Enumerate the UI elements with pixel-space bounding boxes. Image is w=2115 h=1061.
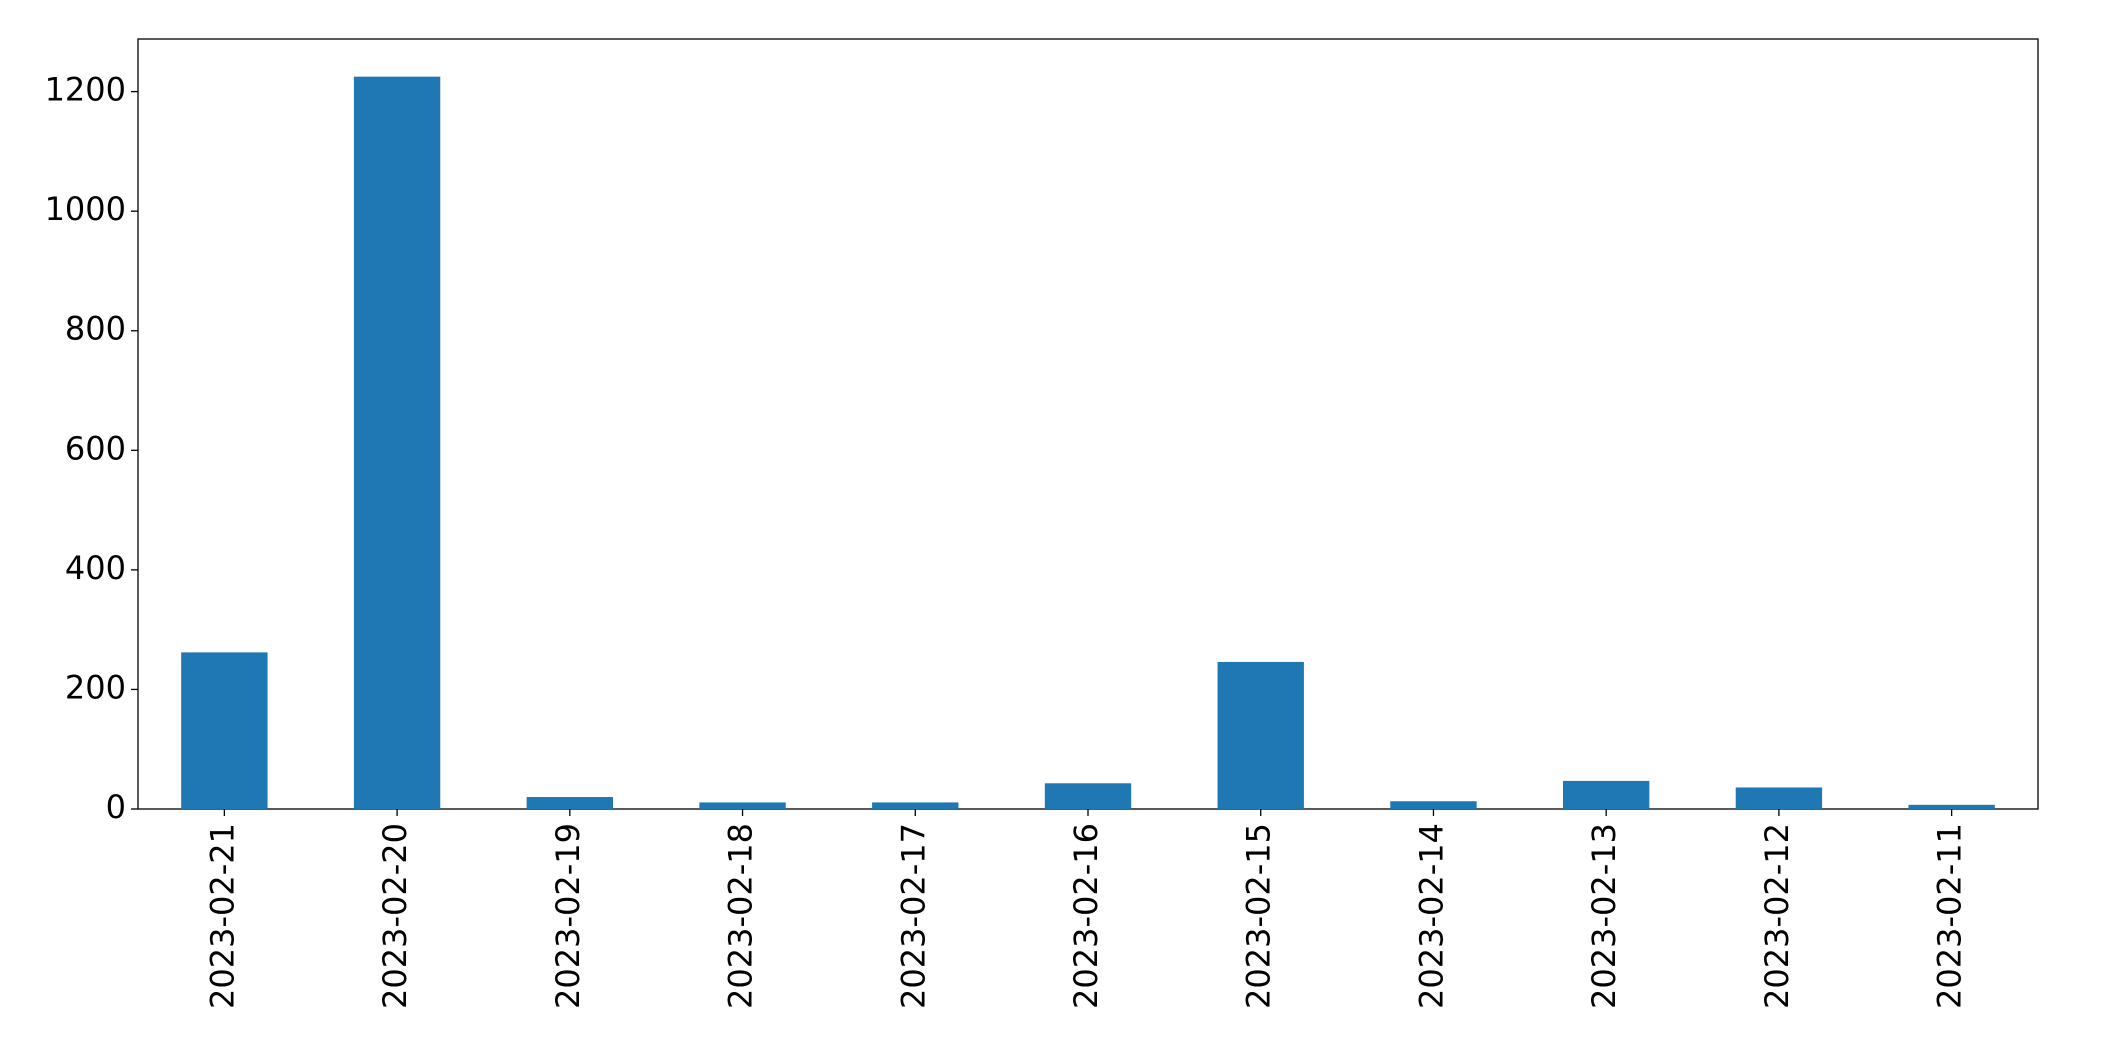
bar — [1563, 780, 1650, 809]
x-tick-label: 2023-02-14 — [1412, 823, 1450, 1009]
x-tick-label: 2023-02-12 — [1758, 823, 1796, 1009]
y-tick-label: 800 — [65, 310, 126, 348]
x-tick-label: 2023-02-16 — [1067, 823, 1105, 1009]
bar — [353, 76, 441, 810]
x-tick-label: 2023-02-21 — [203, 823, 241, 1009]
bar — [1908, 804, 1995, 809]
bar — [1044, 783, 1132, 809]
x-tick-label: 2023-02-15 — [1240, 823, 1278, 1009]
bar — [699, 802, 786, 809]
y-tick-label: 0 — [106, 788, 126, 826]
y-tick-label: 1200 — [45, 71, 126, 109]
x-tick-label: 2023-02-13 — [1585, 823, 1623, 1009]
bar — [872, 802, 959, 809]
x-tick-label: 2023-02-11 — [1931, 823, 1969, 1009]
y-tick-label: 400 — [65, 549, 126, 587]
bar — [1735, 787, 1823, 809]
x-tick-label: 2023-02-19 — [549, 823, 587, 1009]
x-tick-label: 2023-02-20 — [376, 823, 414, 1009]
y-tick-label: 600 — [65, 429, 126, 467]
y-tick-label: 200 — [65, 668, 126, 706]
bar — [181, 652, 268, 809]
x-tick-label: 2023-02-17 — [894, 823, 932, 1009]
y-tick-label: 1000 — [45, 190, 126, 228]
bar — [1217, 661, 1304, 809]
bar — [526, 797, 613, 809]
x-tick-label: 2023-02-18 — [722, 823, 760, 1009]
bar — [1390, 801, 1477, 809]
